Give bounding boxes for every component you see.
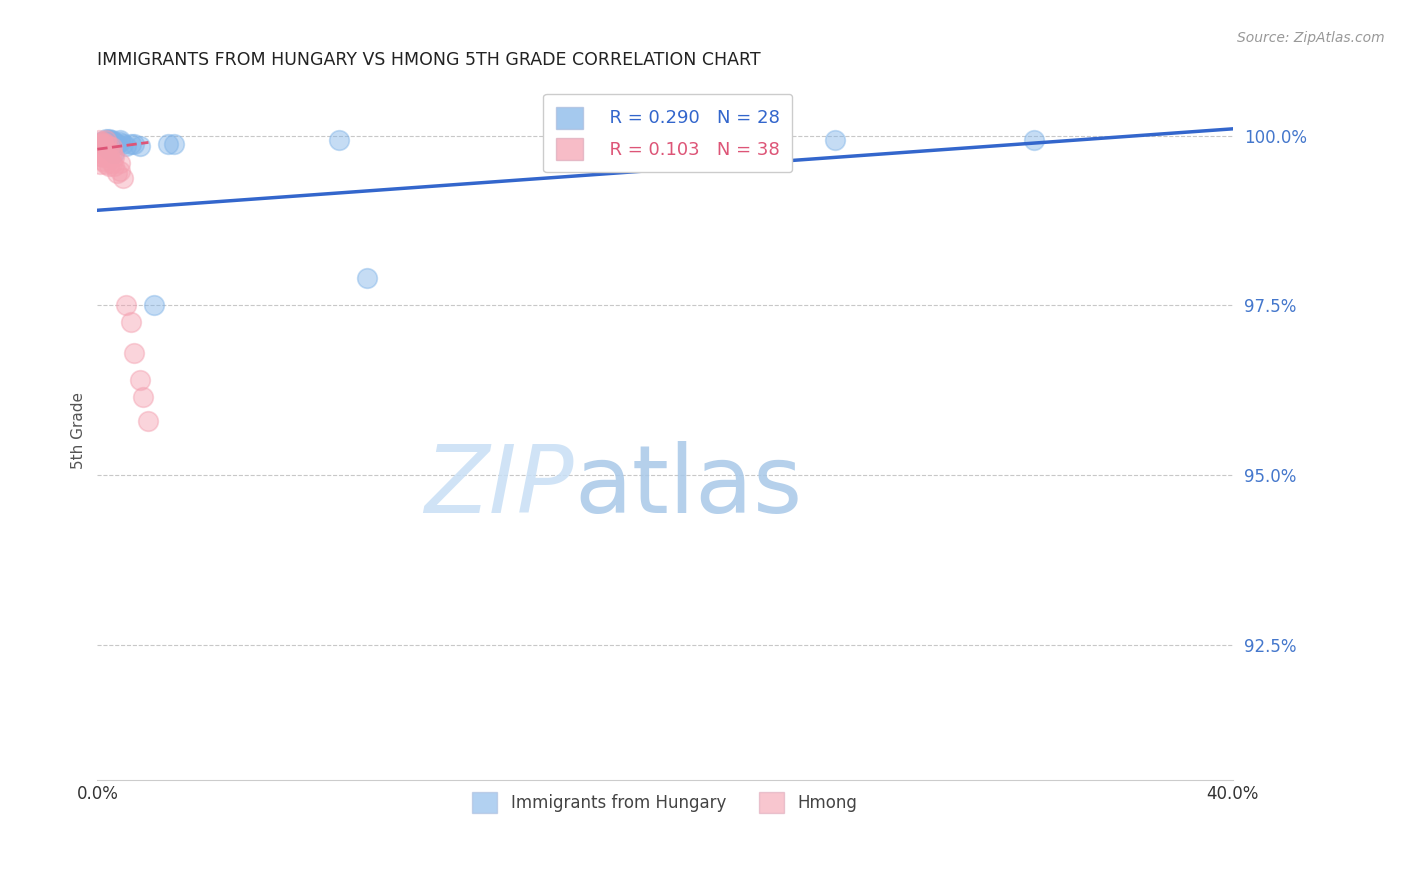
Point — [97, 133, 120, 147]
Point — [97, 159, 120, 173]
Text: Source: ZipAtlas.com: Source: ZipAtlas.com — [1237, 31, 1385, 45]
Point — [122, 136, 145, 151]
Point — [108, 136, 131, 150]
Point — [100, 136, 122, 151]
Text: IMMIGRANTS FROM HUNGARY VS HMONG 5TH GRADE CORRELATION CHART: IMMIGRANTS FROM HUNGARY VS HMONG 5TH GRA… — [97, 51, 761, 69]
Point — [97, 136, 120, 150]
Point — [824, 133, 846, 147]
Point — [94, 136, 117, 150]
Point — [94, 157, 117, 171]
Point — [122, 345, 145, 359]
Point — [103, 159, 125, 173]
Point — [138, 414, 160, 428]
Point — [129, 138, 152, 153]
Point — [105, 136, 128, 151]
Point — [89, 136, 111, 150]
Point — [356, 271, 378, 285]
Point — [97, 144, 120, 158]
Point — [89, 149, 111, 163]
Legend: Immigrants from Hungary, Hmong: Immigrants from Hungary, Hmong — [461, 780, 869, 824]
Point — [108, 155, 131, 169]
Point — [91, 144, 114, 158]
Point — [129, 373, 152, 387]
Point — [111, 170, 134, 185]
Point — [94, 145, 117, 160]
Point — [114, 138, 136, 153]
Text: ZIP: ZIP — [425, 442, 574, 533]
Point — [100, 140, 122, 154]
Point — [100, 155, 122, 169]
Point — [120, 136, 142, 151]
Point — [91, 153, 114, 168]
Point — [89, 157, 111, 171]
Point — [94, 136, 117, 151]
Point — [91, 150, 114, 164]
Point — [97, 132, 120, 146]
Point — [157, 136, 180, 151]
Point — [111, 136, 134, 151]
Point — [97, 142, 120, 156]
Y-axis label: 5th Grade: 5th Grade — [72, 392, 86, 469]
Point — [105, 166, 128, 180]
Text: atlas: atlas — [574, 441, 803, 533]
Point — [94, 132, 117, 146]
Point — [100, 133, 122, 147]
Point — [91, 136, 114, 151]
Point — [94, 133, 117, 147]
Point — [163, 136, 186, 151]
Point — [103, 145, 125, 160]
Point — [89, 136, 111, 150]
Point — [108, 164, 131, 178]
Point — [89, 136, 111, 151]
Point — [103, 136, 125, 150]
Point — [143, 298, 166, 312]
Point — [91, 136, 114, 150]
Point — [97, 138, 120, 153]
Point — [114, 298, 136, 312]
Point — [120, 315, 142, 329]
Point — [89, 140, 111, 154]
Point — [89, 136, 111, 151]
Point — [87, 133, 110, 147]
Point — [91, 136, 114, 150]
Point — [103, 150, 125, 164]
Point — [132, 390, 155, 404]
Point — [94, 138, 117, 153]
Point — [97, 150, 120, 164]
Point — [1022, 133, 1045, 147]
Point — [100, 145, 122, 160]
Point — [89, 145, 111, 160]
Point — [94, 149, 117, 163]
Point — [91, 145, 114, 160]
Point — [328, 133, 350, 147]
Point — [108, 133, 131, 147]
